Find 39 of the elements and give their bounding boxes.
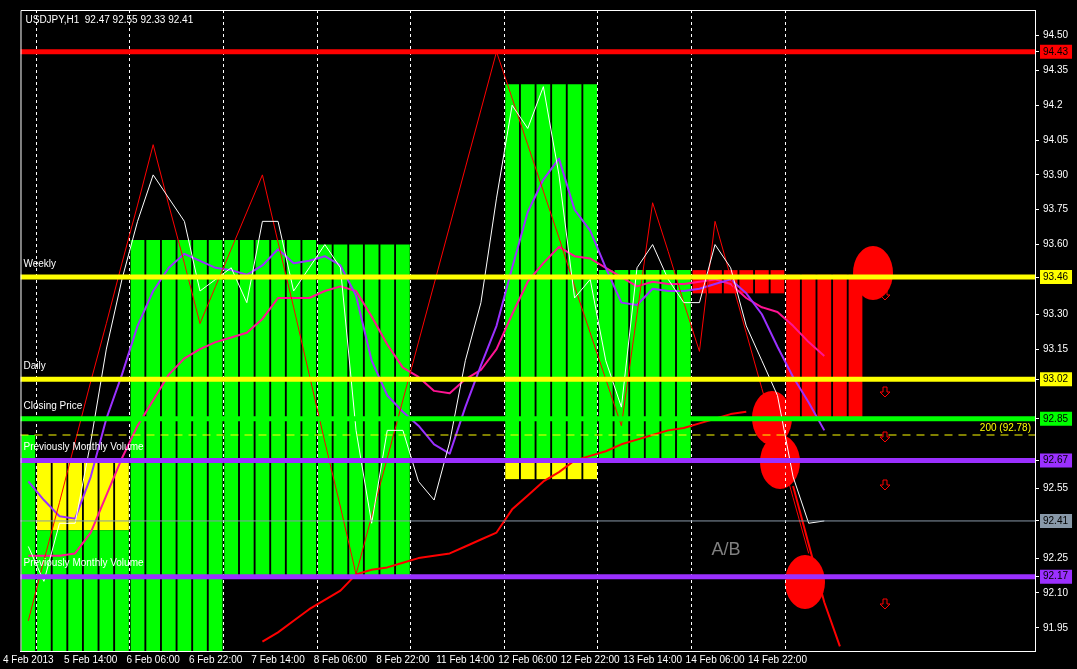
y-tick-label: 93.46 — [1043, 270, 1069, 282]
annotation: A/B — [711, 538, 741, 559]
y-tick-label: 92.67 — [1043, 454, 1069, 466]
y-tick-label: 92.55 — [1043, 482, 1069, 494]
ref-line-label: Daily — [23, 360, 46, 372]
y-tick-label: 92.10 — [1043, 586, 1069, 598]
x-tick-label: 8 Feb 22:00 — [376, 653, 431, 665]
x-tick-label: 7 Feb 14:00 — [251, 653, 306, 665]
y-tick-label: 93.30 — [1043, 307, 1069, 319]
y-tick-label: 94.35 — [1043, 64, 1069, 76]
y-tick-label: 94.05 — [1043, 133, 1069, 145]
y-tick-label: 91.95 — [1043, 621, 1069, 633]
y-tick-label: 93.02 — [1043, 373, 1069, 385]
y-tick-label: 92.17 — [1043, 570, 1069, 582]
y-tick-label: 92.85 — [1043, 412, 1069, 424]
y-tick-label: 93.90 — [1043, 168, 1069, 180]
y-tick-label: 94.2 — [1043, 98, 1063, 110]
y-tick-label: 94.43 — [1043, 45, 1069, 57]
x-tick-label: 13 Feb 14:00 — [623, 653, 683, 665]
x-tick-label: 6 Feb 06:00 — [126, 653, 181, 665]
ref-line-label: Weekly — [23, 257, 57, 269]
y-tick-label: 93.75 — [1043, 203, 1069, 215]
chart-title: USDJPY,H1 92.47 92.55 92.33 92.41 — [25, 13, 194, 25]
y-tick-label: 93.15 — [1043, 342, 1069, 354]
x-tick-label: 14 Feb 22:00 — [748, 653, 808, 665]
ref-line-label: Closing Price — [23, 399, 83, 411]
x-tick-label: 14 Feb 06:00 — [685, 653, 745, 665]
y-tick-label: 92.25 — [1043, 551, 1069, 563]
x-tick-label: 12 Feb 06:00 — [498, 653, 558, 665]
x-tick-label: 11 Feb 14:00 — [436, 653, 495, 665]
y-tick-label: 94.50 — [1043, 29, 1069, 41]
ref-line-label: 200 (92.78) — [979, 421, 1031, 433]
x-tick-label: 12 Feb 22:00 — [560, 653, 621, 665]
x-tick-label: 6 Feb 22:00 — [188, 653, 243, 665]
x-tick-label: 4 Feb 2013 — [2, 653, 55, 665]
x-tick-label: 8 Feb 06:00 — [313, 653, 368, 665]
y-tick-label: 92.41 — [1043, 514, 1069, 526]
y-tick-label: 93.60 — [1043, 238, 1069, 250]
x-tick-label: 5 Feb 14:00 — [64, 653, 118, 665]
